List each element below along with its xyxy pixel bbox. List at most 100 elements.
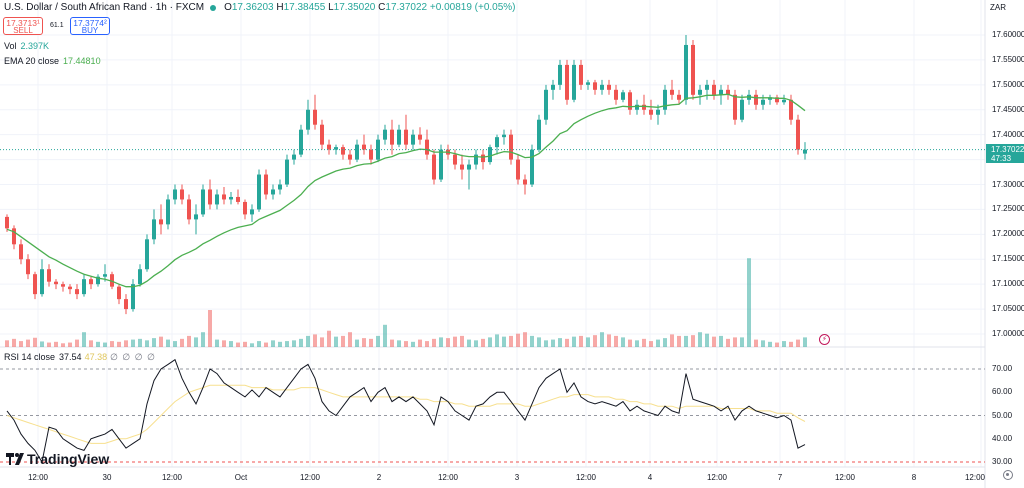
candle-body (152, 219, 156, 240)
candle-body (593, 82, 597, 90)
buy-button[interactable]: 17.3774² BUY (70, 17, 110, 35)
price-tick-label: 17.50000 (992, 79, 1024, 89)
volume-legend[interactable]: Vol 2.397K (4, 41, 49, 51)
lightning-icon[interactable]: ⚡ (819, 334, 830, 345)
volume-bar (495, 334, 499, 347)
candle-body (271, 189, 275, 195)
candle-body (796, 119, 800, 150)
volume-bar (306, 335, 310, 347)
candle-body (530, 149, 534, 185)
volume-bar (698, 332, 702, 347)
candle-body (320, 124, 324, 145)
candle-body (740, 99, 744, 120)
rsi-tick-label: 40.00 (992, 433, 1013, 443)
symbol-title[interactable]: U.S. Dollar / South African Rand · 1h · … (4, 2, 205, 13)
volume-bar (663, 338, 667, 347)
settings-gear-icon[interactable] (1003, 470, 1013, 480)
volume-bar (558, 338, 562, 347)
chart-header: U.S. Dollar / South African Rand · 1h · … (0, 0, 985, 90)
candle-body (257, 174, 261, 210)
candle-body (726, 89, 730, 95)
candle-body (131, 284, 135, 310)
sell-button[interactable]: 17.3713¹ SELL (3, 17, 43, 35)
volume-bar (285, 341, 289, 347)
volume-bar (215, 339, 219, 347)
time-tick-label: 3 (514, 473, 520, 482)
volume-bar (82, 332, 86, 347)
time-tick-label: 12:00 (27, 473, 49, 482)
volume-bar (390, 339, 394, 347)
tv-logo-icon (6, 453, 24, 465)
high-key: H (276, 2, 284, 13)
candle-body (544, 89, 548, 120)
volume-bar (775, 342, 779, 347)
change-value: +0.00819 (+0.05%) (429, 2, 516, 13)
candle-body (54, 281, 58, 285)
volume-bar (145, 340, 149, 347)
candle-body (600, 84, 604, 90)
candle-body (26, 259, 30, 275)
tradingview-logo[interactable]: TradingView (6, 451, 109, 467)
volume-bar (404, 341, 408, 347)
volume-bar (803, 337, 807, 347)
rsi-ma-line (6, 384, 806, 444)
volume-bar (124, 340, 128, 347)
candle-body (145, 239, 149, 270)
candle-body (313, 109, 317, 125)
volume-bar (642, 338, 646, 347)
volume-bar (362, 338, 366, 347)
volume-bar (117, 341, 121, 347)
candle-body (453, 154, 457, 165)
candle-body (68, 286, 72, 290)
close-value: 17.37022 (385, 2, 428, 13)
sell-label: SELL (13, 26, 33, 35)
volume-bar (502, 336, 506, 347)
volume-bar (131, 339, 135, 347)
volume-bar (754, 339, 758, 347)
volume-bar (96, 341, 100, 347)
candle-body (558, 64, 562, 85)
candle-body (719, 89, 723, 95)
candle-body (5, 216, 9, 229)
candle-body (628, 92, 632, 110)
symbol-row: U.S. Dollar / South African Rand · 1h · … (4, 2, 516, 13)
candle-body (775, 97, 779, 103)
volume-value: 2.397K (20, 41, 50, 51)
candle-body (229, 196, 233, 200)
volume-bar (432, 338, 436, 347)
price-tick-label: 17.40000 (992, 129, 1024, 139)
ema-legend[interactable]: EMA 20 close 17.44810 (4, 56, 101, 66)
volume-bar (334, 336, 338, 347)
candle-body (341, 147, 345, 155)
volume-bar (292, 340, 296, 347)
currency-selector[interactable]: ZAR (990, 3, 1006, 12)
volume-bar (180, 338, 184, 347)
candle-body (649, 109, 653, 115)
volume-bar (733, 337, 737, 347)
candle-body (75, 289, 79, 295)
volume-bar (712, 336, 716, 347)
volume-bar (719, 335, 723, 347)
volume-bar (425, 341, 429, 347)
volume-bar (159, 336, 163, 347)
rsi-na-values: ∅ ∅ ∅ ∅ (110, 352, 156, 362)
volume-bar (684, 335, 688, 347)
candle-body (425, 139, 429, 155)
candle-body (306, 109, 310, 130)
volume-bar (411, 341, 415, 347)
volume-bar (530, 335, 534, 347)
open-value: 17.36203 (231, 2, 274, 13)
candle-body (754, 94, 758, 105)
candle-body (586, 82, 590, 85)
candle-body (537, 119, 541, 150)
candle-body (138, 269, 142, 285)
candle-body (712, 84, 716, 95)
volume-bar (152, 338, 156, 347)
rsi-ma-value: 47.38 (84, 352, 108, 362)
volume-bar (488, 337, 492, 347)
volume-bar (110, 341, 114, 347)
volume-bar (229, 341, 233, 347)
volume-bar (278, 341, 282, 347)
rsi-legend[interactable]: RSI 14 close 37.54 47.38 ∅ ∅ ∅ ∅ (4, 352, 156, 363)
